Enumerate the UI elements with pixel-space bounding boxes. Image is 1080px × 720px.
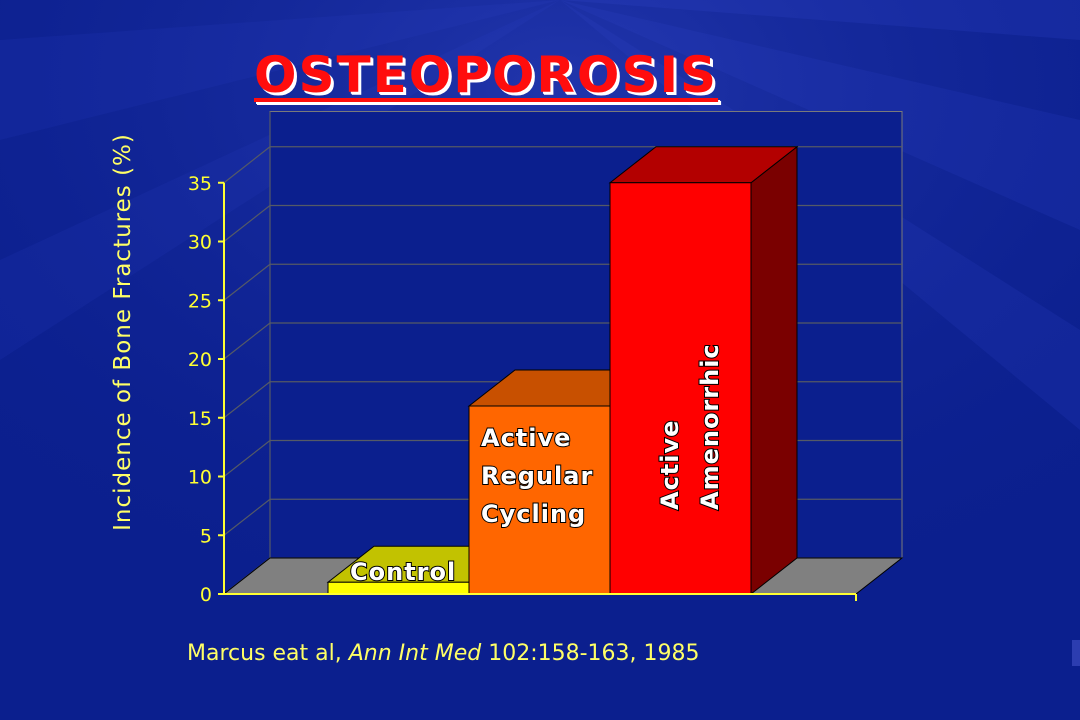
y-tick-label: 30 [188,232,212,254]
slide-title: OSTEOPOROSIS [254,46,719,104]
y-tick-label: 0 [200,584,212,606]
citation-reference: 102:158-163, 1985 [481,641,700,666]
y-tick-label: 15 [188,408,212,430]
bar-label-control: Control [350,558,456,586]
y-tick-label: 35 [188,173,212,195]
citation-journal: Ann Int Med [348,641,482,666]
y-tick-label: 20 [188,349,212,371]
bar-side [750,145,798,596]
bar [609,182,752,595]
y-tick-label: 5 [200,525,212,547]
y-tick-label: 25 [188,290,212,312]
bar-label-amenorrhic: Active [656,420,684,510]
bar-label-regular-cycling: Cycling [481,500,586,528]
bar-label-regular-cycling: Regular [481,462,593,490]
bar-label-regular-cycling: Active [481,424,571,452]
bar-label-amenorrhic: Amenorrhic [696,343,724,510]
citation-authors: Marcus eat al, [187,641,349,666]
citation: Marcus eat al, Ann Int Med 102:158-163, … [187,641,700,666]
y-tick-label: 10 [188,467,212,489]
corner-marker [1072,640,1080,666]
